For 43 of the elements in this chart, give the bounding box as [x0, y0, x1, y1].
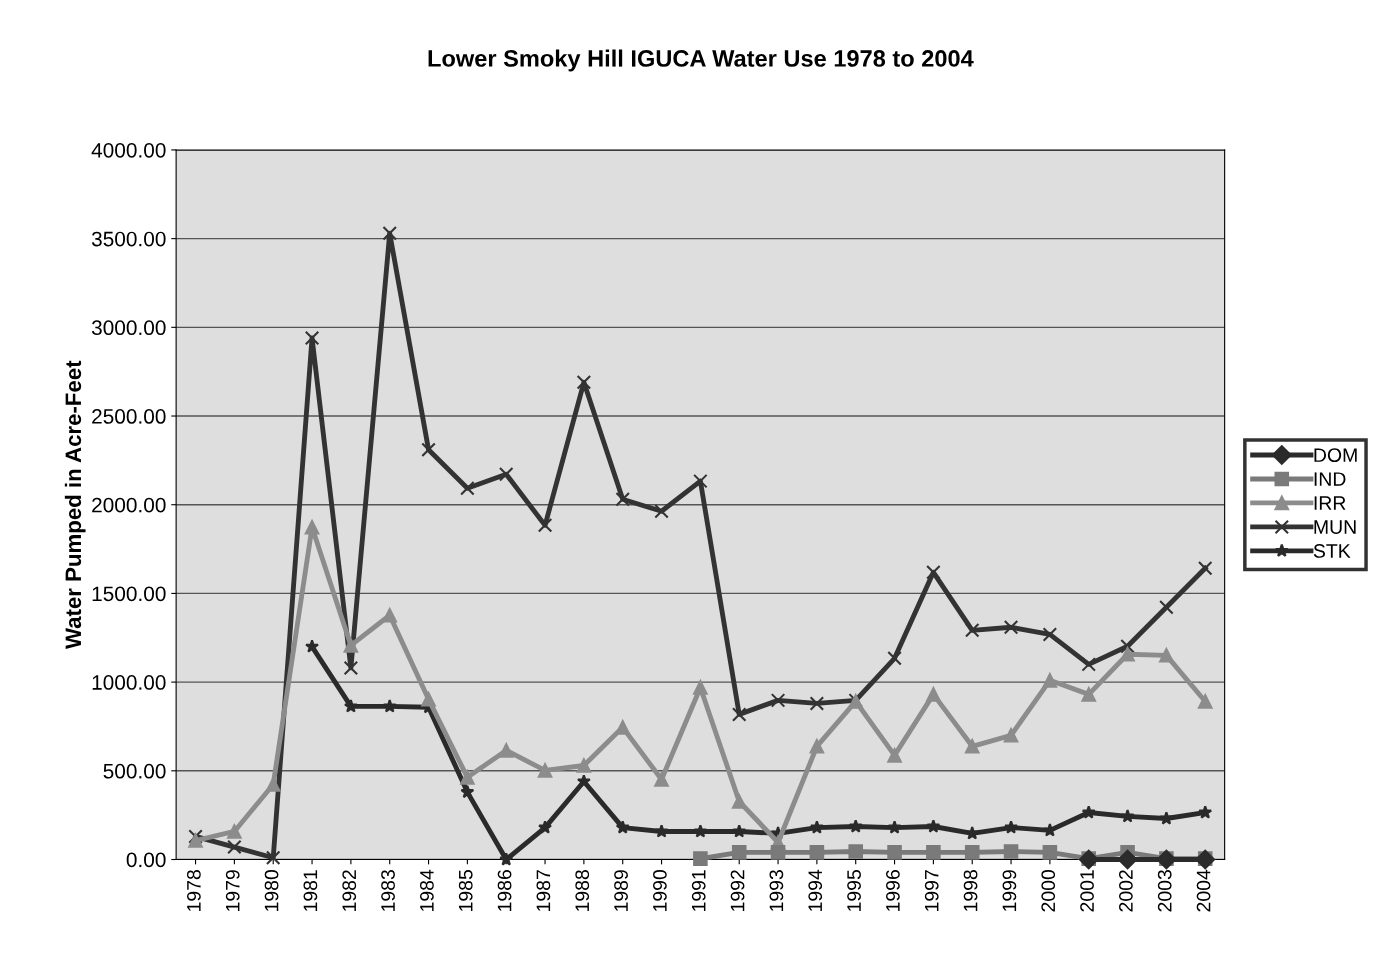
- legend-label: DOM: [1314, 448, 1357, 463]
- legend-label: STK: [1313, 544, 1351, 558]
- x-tick-label: 1997: [924, 870, 939, 911]
- x-tick-label: 1979: [225, 870, 240, 911]
- x-tick-label: 1994: [808, 869, 823, 911]
- x-tick-label: 2002: [1119, 870, 1133, 912]
- x-tick-label: 1992: [730, 870, 745, 911]
- x-tick-label: 1978: [187, 870, 201, 911]
- y-tick-label: 3000.00: [91, 320, 166, 336]
- x-tick-label: 1996: [886, 870, 900, 911]
- x-tick-label: 1990: [653, 869, 667, 911]
- y-tick-label: 500.00: [103, 763, 166, 779]
- x-tick-label: 1987: [536, 870, 551, 911]
- x-tick-label: 1998: [963, 870, 978, 911]
- x-tick-label: 1993: [769, 870, 784, 911]
- x-tick-label: 2000: [1041, 869, 1056, 912]
- y-axis-title: Water Pumped in Acre-Feet: [64, 360, 86, 649]
- y-tick-label: 2500.00: [92, 409, 166, 424]
- x-tick-label: 1989: [614, 870, 628, 911]
- x-tick-label: 2001: [1080, 870, 1094, 912]
- chart-title: Lower Smoky Hill IGUCA Water Use 1978 to 2004: [428, 49, 974, 72]
- x-tick-label: 1991: [691, 870, 706, 911]
- y-tick-label: 1500.00: [92, 586, 166, 602]
- legend-label: IRR: [1314, 496, 1346, 510]
- legend-label: IND: [1314, 472, 1346, 486]
- x-tick-label: 1988: [575, 870, 590, 911]
- x-tick-label: 1984: [420, 869, 434, 911]
- legend-label: MUN: [1314, 520, 1356, 534]
- y-tick-label: 4000.00: [91, 142, 166, 158]
- x-tick-label: 1999: [1002, 870, 1017, 911]
- y-tick-label: 1000.00: [92, 675, 166, 690]
- x-tick-label: 1983: [381, 870, 395, 911]
- x-tick-label: 1985: [458, 870, 473, 911]
- x-tick-label: 2004: [1196, 869, 1211, 912]
- x-tick-label: 1982: [342, 870, 357, 911]
- y-tick-label: 3500.00: [91, 231, 166, 247]
- x-tick-label: 1995: [847, 870, 861, 911]
- y-tick-label: 0.00: [126, 852, 166, 868]
- x-tick-label: 1981: [303, 870, 318, 911]
- x-tick-label: 1986: [497, 870, 512, 911]
- x-tick-label: 2003: [1157, 870, 1172, 912]
- y-tick-label: 2000.00: [92, 497, 166, 513]
- x-tick-label: 1980: [264, 869, 279, 911]
